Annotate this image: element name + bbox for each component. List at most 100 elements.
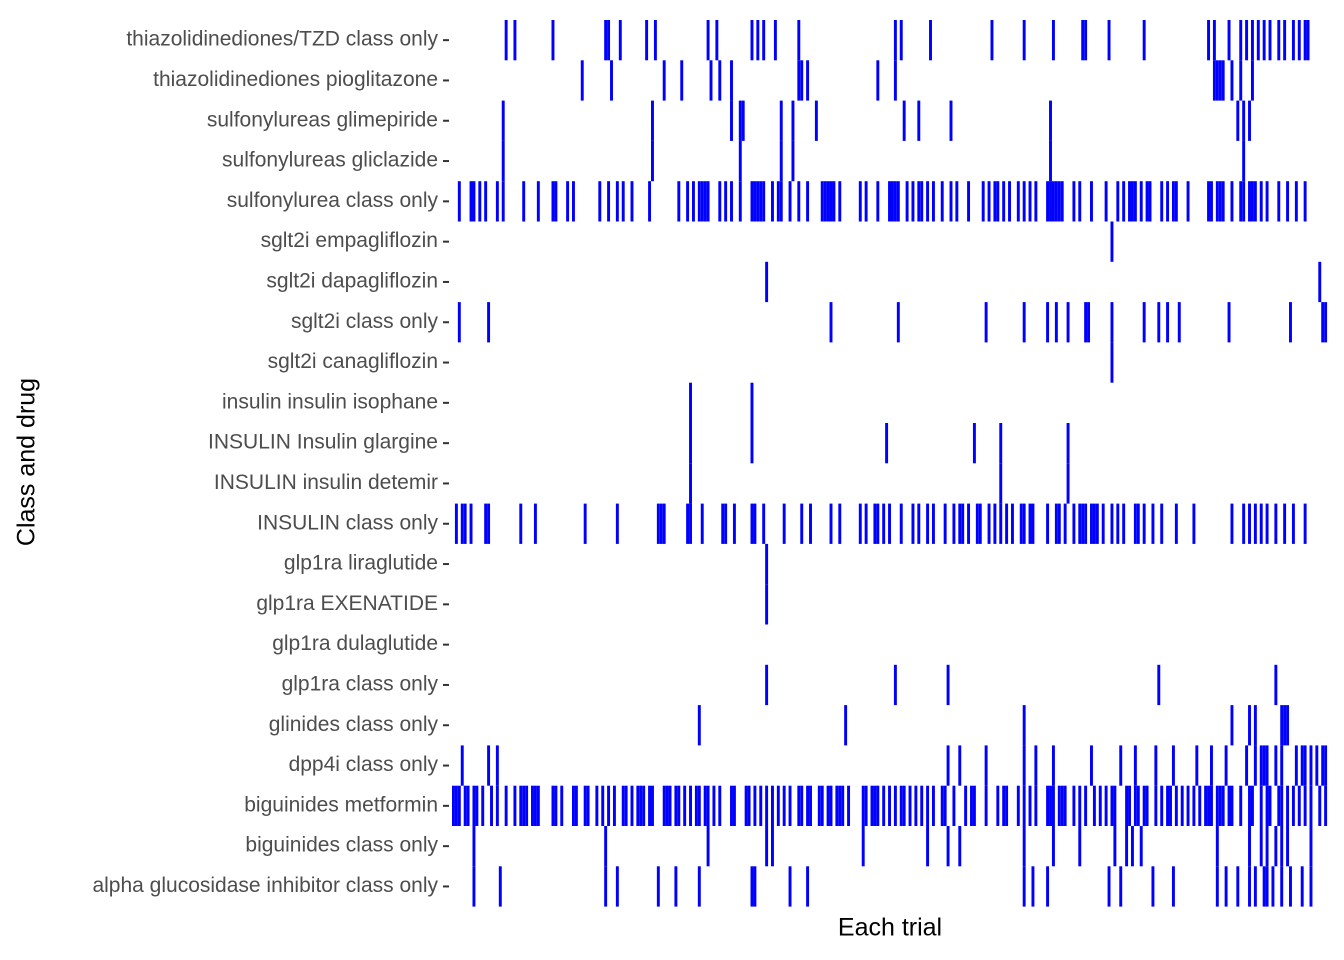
tile xyxy=(1324,785,1328,826)
tile xyxy=(750,382,754,423)
tile xyxy=(958,745,962,786)
tile xyxy=(753,503,757,544)
tile xyxy=(1250,785,1254,826)
tile xyxy=(1028,785,1032,826)
tile xyxy=(826,181,830,222)
tile xyxy=(607,20,611,61)
tile xyxy=(1186,181,1190,222)
tile xyxy=(902,785,906,826)
tile xyxy=(501,181,505,222)
tile xyxy=(838,181,842,222)
tile xyxy=(1142,785,1146,826)
tile xyxy=(771,181,774,222)
tile xyxy=(490,785,493,826)
tile xyxy=(756,181,760,222)
tile xyxy=(873,785,877,826)
tile xyxy=(1157,664,1161,706)
tile xyxy=(826,785,830,826)
tile xyxy=(993,503,997,544)
tile xyxy=(554,181,558,222)
tile xyxy=(1265,745,1269,786)
tile xyxy=(574,785,578,826)
tile xyxy=(621,181,625,222)
tile xyxy=(1277,20,1281,61)
tile xyxy=(1315,745,1319,786)
tile xyxy=(911,181,915,222)
tile xyxy=(732,785,736,826)
tile xyxy=(595,785,599,826)
tile xyxy=(481,785,485,826)
tile xyxy=(694,785,698,826)
tile xyxy=(1215,866,1219,907)
tile xyxy=(1230,705,1234,746)
tile xyxy=(1286,181,1290,222)
tile xyxy=(882,785,886,826)
y-tick-label: INSULIN Insulin glargine xyxy=(208,431,438,454)
tile xyxy=(1078,785,1082,826)
y-tick-label: sulfonylurea class only xyxy=(227,189,439,212)
tile xyxy=(1139,826,1143,867)
tile xyxy=(583,503,587,544)
tile xyxy=(1081,503,1085,544)
tile xyxy=(1060,181,1064,222)
tile xyxy=(931,785,935,826)
tile xyxy=(896,181,900,222)
tile xyxy=(566,181,570,222)
tile xyxy=(1128,785,1131,826)
tile xyxy=(1280,745,1284,786)
tile xyxy=(823,181,827,222)
tile xyxy=(1133,745,1137,786)
tile xyxy=(1154,745,1158,786)
tile xyxy=(806,60,810,101)
tile xyxy=(893,785,897,826)
tile xyxy=(888,503,891,544)
tile xyxy=(1022,705,1026,746)
tile xyxy=(1072,785,1076,826)
tile xyxy=(607,181,611,222)
tile xyxy=(1265,826,1269,867)
tile xyxy=(472,785,476,826)
tile xyxy=(1239,181,1243,222)
tile xyxy=(1309,826,1313,867)
y-axis-title: Class and drug xyxy=(13,378,41,546)
x-axis-title: Each trial xyxy=(838,914,942,942)
tile xyxy=(1265,503,1269,544)
tile xyxy=(765,543,769,585)
tile xyxy=(460,745,464,786)
tile xyxy=(1174,785,1178,826)
y-tick-label: glp1ra EXENATIDE xyxy=(256,592,438,615)
tile xyxy=(917,100,921,141)
tile xyxy=(636,785,640,826)
tile xyxy=(829,785,833,826)
tile xyxy=(1160,785,1164,826)
tile xyxy=(689,382,692,423)
tile xyxy=(999,503,1003,544)
tile xyxy=(665,785,669,826)
y-tick-label: insulin insulin isophane xyxy=(222,390,438,413)
tile xyxy=(1309,785,1313,826)
tile xyxy=(1060,785,1064,826)
tile xyxy=(1239,785,1243,826)
tile xyxy=(1215,181,1219,222)
tile xyxy=(1212,20,1216,61)
tile xyxy=(659,503,663,544)
y-tick-label: sulfonylureas glimepiride xyxy=(207,108,438,131)
tile xyxy=(911,503,915,544)
tile xyxy=(487,302,491,343)
tile xyxy=(513,20,517,61)
tile xyxy=(1084,785,1088,826)
tile xyxy=(1022,866,1026,907)
tile xyxy=(1107,866,1111,907)
tile xyxy=(864,181,868,222)
tile xyxy=(762,503,766,544)
tile xyxy=(1253,705,1257,746)
tile xyxy=(996,785,1000,826)
tile xyxy=(1265,181,1269,222)
tile xyxy=(551,181,555,222)
tile xyxy=(779,100,783,141)
y-tick-label: dpp4i class only xyxy=(289,753,439,776)
tile xyxy=(580,60,584,101)
tile xyxy=(689,423,692,464)
tile xyxy=(1274,826,1278,867)
tile xyxy=(697,785,701,826)
